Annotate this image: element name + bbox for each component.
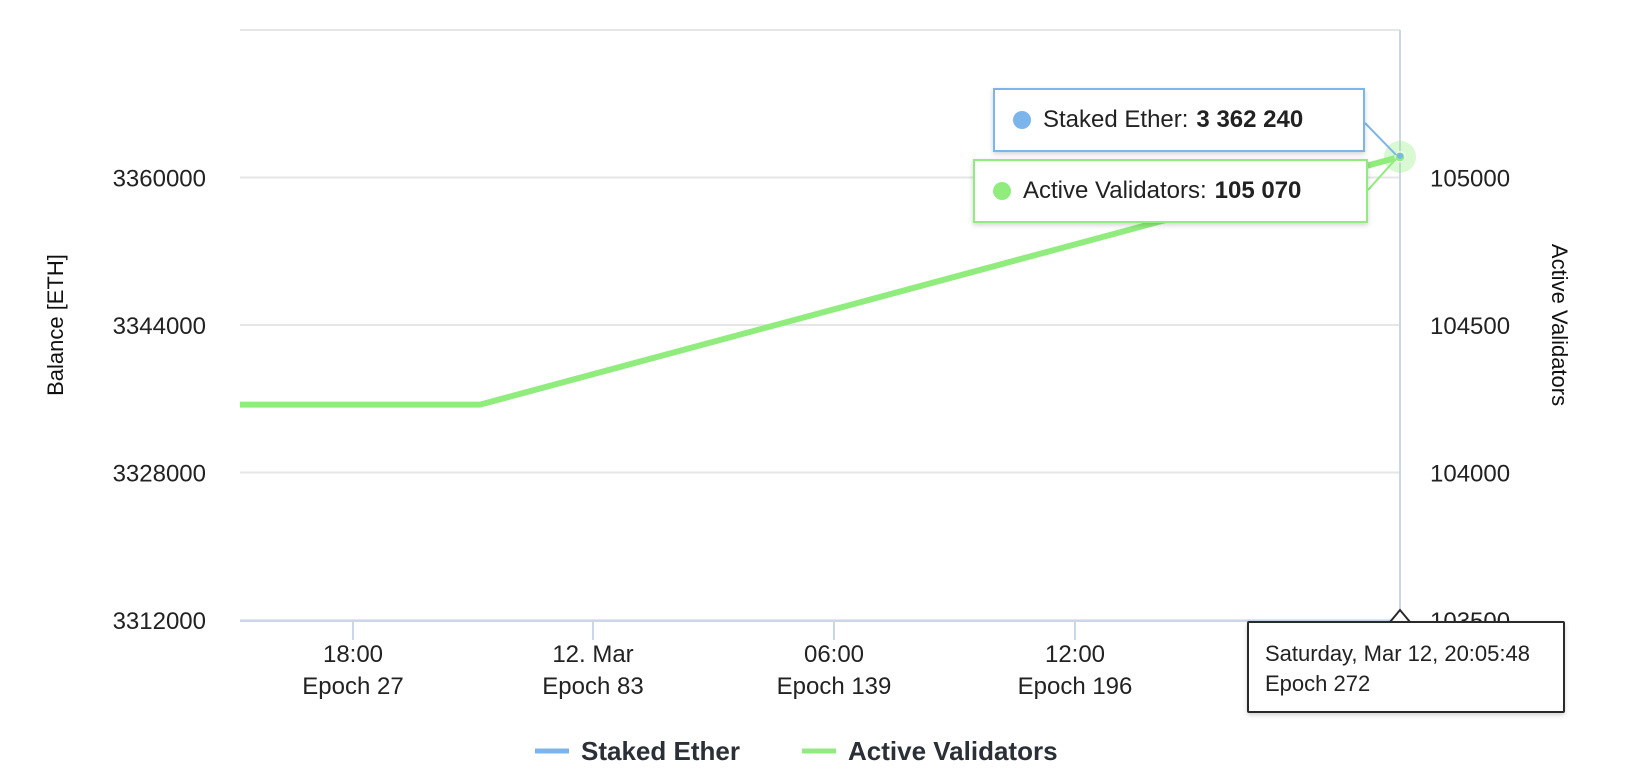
y-left-tick-label: 3344000 — [113, 313, 206, 340]
x-tick-label-epoch: Epoch 27 — [302, 673, 403, 700]
tooltip-active-label: Active Validators: — [1023, 177, 1207, 204]
legend-label-active-validators: Active Validators — [848, 736, 1058, 766]
tooltip-staked-value: 3 362 240 — [1196, 106, 1304, 133]
x-axis: 18:00 Epoch 27 12. Mar Epoch 83 06:00 Epoch 1… — [240, 620, 1400, 700]
tooltip-staked-label: Staked Ether: — [1043, 106, 1189, 133]
x-tick-label-epoch: Epoch 83 — [542, 673, 643, 700]
y-axis-right-title: Active Validators — [1547, 244, 1572, 406]
tooltip-connector-staked — [1364, 122, 1397, 156]
x-tick-label-time: 18:00 — [323, 641, 383, 668]
y-right-tick-label: 104500 — [1430, 313, 1510, 340]
tooltip-connector-active — [1367, 158, 1397, 191]
x-tick-label-time: 12. Mar — [552, 641, 633, 668]
legend-label-staked-ether: Staked Ether — [581, 736, 740, 766]
tooltip-x-line1: Saturday, Mar 12, 20:05:48 — [1265, 641, 1530, 666]
y-axis-left: 3312000 3328000 3344000 3360000 — [113, 166, 206, 636]
series-layer — [240, 30, 1416, 623]
x-tick-label-time: 12:00 — [1045, 641, 1105, 668]
staked-ether-dot — [1013, 111, 1031, 129]
tooltip-staked-ether: Staked Ether: 3 362 240 — [993, 88, 1365, 152]
legend: Staked Ether Active Validators — [535, 736, 1058, 766]
point-staked-ether — [1397, 152, 1403, 159]
x-tick-label-epoch: Epoch 139 — [777, 673, 892, 700]
tooltip-x-axis: Saturday, Mar 12, 20:05:48 Epoch 272 — [1247, 621, 1565, 713]
y-right-tick-label: 104000 — [1430, 461, 1510, 488]
tooltip-active-validators: Active Validators: 105 070 — [973, 159, 1368, 223]
x-tick-label-epoch: Epoch 196 — [1018, 673, 1133, 700]
tooltip-x-line2: Epoch 272 — [1265, 671, 1371, 696]
active-validators-dot — [993, 182, 1011, 200]
y-left-tick-label: 3328000 — [113, 461, 206, 488]
y-left-tick-label: 3360000 — [113, 166, 206, 193]
series-line-active-validators — [240, 153, 1401, 408]
y-left-tick-label: 3312000 — [113, 608, 206, 635]
y-axis-right: 103500104000104500105000 — [1430, 166, 1510, 636]
y-axis-left-title: Balance [ETH] — [43, 254, 68, 396]
y-right-tick-label: 105000 — [1430, 166, 1510, 193]
tooltip-active-value: 105 070 — [1214, 177, 1302, 204]
x-tick-label-time: 06:00 — [804, 641, 864, 668]
